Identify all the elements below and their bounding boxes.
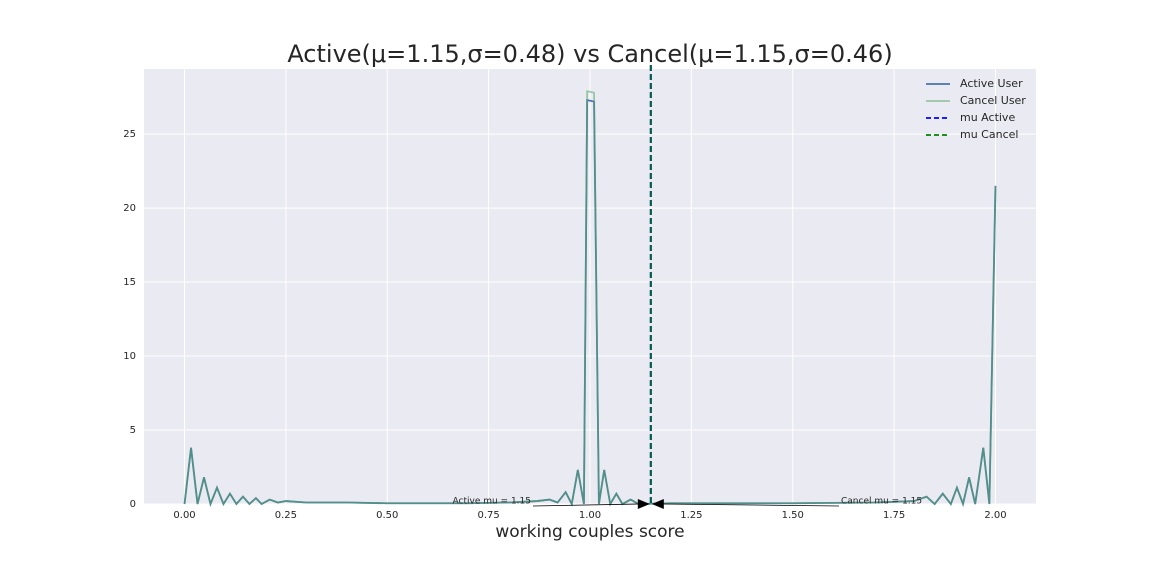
y-tick-label: 25 <box>123 129 136 140</box>
annotation-arrow <box>662 503 840 507</box>
y-tick-label: 20 <box>123 203 136 214</box>
legend-label: Active User <box>960 77 1023 90</box>
arrow-head <box>651 499 664 509</box>
x-tick-label: 0.00 <box>173 510 195 521</box>
x-tick-label: 1.25 <box>680 510 702 521</box>
x-tick-label: 0.50 <box>376 510 398 521</box>
y-tick-label: 10 <box>123 351 136 362</box>
arrow-head <box>637 499 650 509</box>
legend-label: mu Cancel <box>960 128 1018 141</box>
y-tick-label: 0 <box>130 499 136 510</box>
series-line <box>183 90 997 508</box>
legend-label: Cancel User <box>960 94 1026 107</box>
x-tick-label: 1.50 <box>782 510 804 521</box>
x-tick-label: 0.75 <box>478 510 500 521</box>
x-tick-label: 0.25 <box>275 510 297 521</box>
legend-label: mu Active <box>960 111 1015 124</box>
y-tick-label: 15 <box>123 277 136 288</box>
annotation-arrow <box>532 503 639 507</box>
x-tick-label: 1.00 <box>579 510 601 521</box>
annotation: Cancel mu = 1.15 <box>841 497 922 507</box>
x-tick-label: 2.00 <box>984 510 1006 521</box>
x-tick-label: 1.75 <box>883 510 905 521</box>
chart-title: Active(μ=1.15,σ=0.48) vs Cancel(μ=1.15,σ… <box>287 40 892 68</box>
x-axis-label: working couples score <box>495 522 684 542</box>
annotation: Active mu = 1.15 <box>453 497 531 507</box>
y-tick-label: 5 <box>130 425 136 436</box>
